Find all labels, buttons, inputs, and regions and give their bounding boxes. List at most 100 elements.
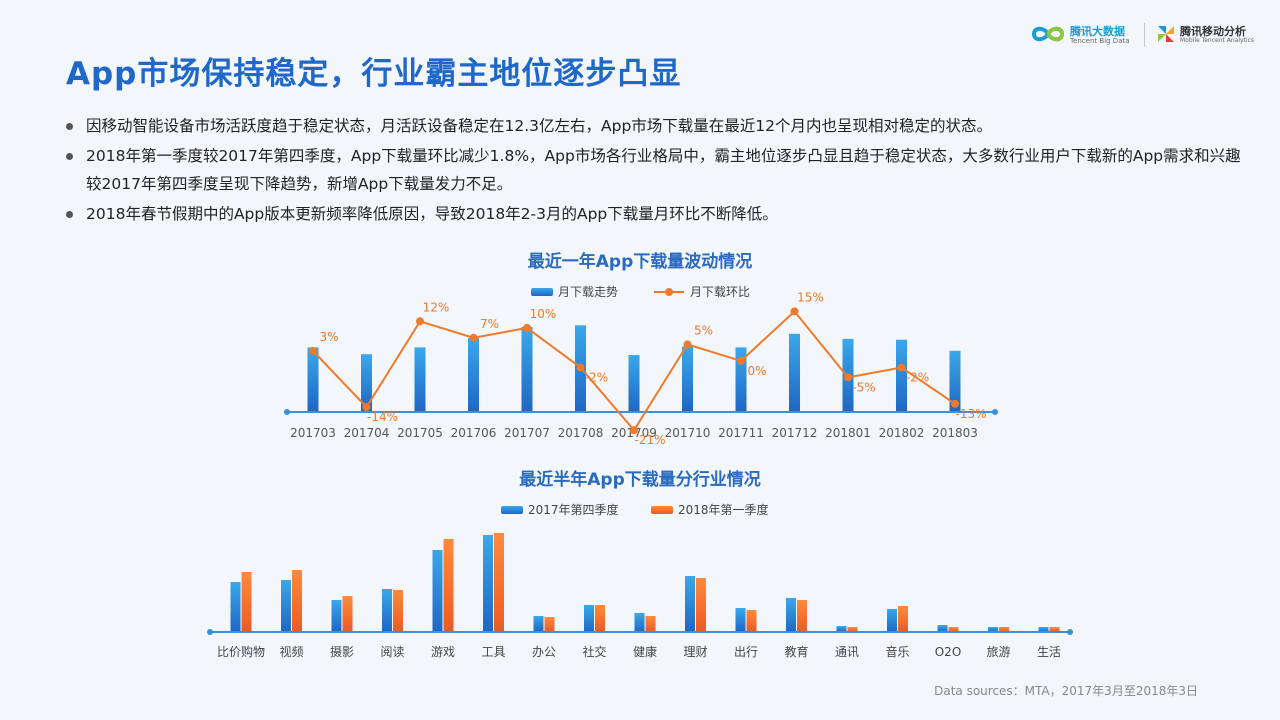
tencent-big-data-logo: 腾讯大数据 Tencent Big Data <box>1030 22 1140 48</box>
chart1-data-label: 5% <box>694 323 713 337</box>
chart2-legend-s2-label: 2018年第一季度 <box>678 502 769 517</box>
chart2-bar-q4-2017 <box>634 613 645 632</box>
chart2-bar-q1-2018 <box>595 605 605 632</box>
bullet-item: 2018年第一季度较2017年第四季度，App下载量环比减少1.8%，App市场… <box>66 142 1246 198</box>
chart1-bar <box>789 333 800 412</box>
chart1-bar <box>682 346 693 412</box>
chart2-bar-q1-2018 <box>342 596 353 632</box>
chart2-x-tick-label: 音乐 <box>885 644 909 659</box>
bullet-text: 因移动智能设备市场活跃度趋于稳定状态，月活跃设备稳定在12.3亿左右，App市场… <box>86 117 993 135</box>
chart1-x-tick-label: 201707 <box>504 426 550 440</box>
chart2-bar-q1-2018 <box>443 539 454 632</box>
chart2-bars <box>230 533 1060 632</box>
chart1-bar <box>521 327 533 412</box>
bullet-text: 2018年第一季度较2017年第四季度，App下载量环比减少1.8%，App市场… <box>86 147 1241 193</box>
bullet-text: 2018年春节假期中的App版本更新频率降低原因，导致2018年2-3月的App… <box>86 205 778 223</box>
logo2-sub: Mobile Tencent Analytics <box>1180 37 1255 44</box>
chart2-bar-q4-2017 <box>533 616 544 632</box>
chart1-data-label: 10% <box>530 307 557 321</box>
chart2-bar-q1-2018 <box>393 590 403 632</box>
chart2-bar-q4-2017 <box>836 626 847 632</box>
chart2-x-tick-label: 旅游 <box>986 645 1010 659</box>
chart2-legend-s1-swatch <box>501 506 523 514</box>
chart1-x-tick-label: 201710 <box>665 426 711 440</box>
chart1-x-tick-label: 201705 <box>397 426 443 440</box>
chart1-line-point <box>897 363 906 372</box>
chart1-line-point <box>576 363 585 372</box>
chart1-legend-bar-swatch <box>531 288 553 296</box>
bullet-item: 2018年春节假期中的App版本更新频率降低原因，导致2018年2-3月的App… <box>66 200 1246 228</box>
chart1-line-point <box>683 340 692 349</box>
chart2-x-tick-label: 社交 <box>582 644 606 659</box>
chart2-x-tick-label: 教育 <box>784 644 808 659</box>
chart1-line-point <box>951 399 959 408</box>
chart1-data-label: -13% <box>955 407 986 421</box>
chart2-bar-q1-2018 <box>797 600 807 632</box>
chart2-bar-q1-2018 <box>1049 627 1060 632</box>
chart1-line-point <box>523 323 531 332</box>
logo-separator <box>1144 23 1145 47</box>
chart1-data-label: -2% <box>906 371 929 385</box>
chart2-bar-q1-2018 <box>696 578 706 632</box>
chart1-bar <box>361 354 372 412</box>
chart2-x-tick-label: 通讯 <box>835 645 859 659</box>
chart2-axis-end-dot <box>1067 629 1073 635</box>
chart1-x-tick-label: 201711 <box>718 426 764 440</box>
chart1-legend-line-dot <box>665 288 673 296</box>
chart1-data-label: -5% <box>852 380 875 394</box>
chart1-legend: 月下载走势 月下载环比 <box>531 285 750 299</box>
chart2-bar-q4-2017 <box>432 550 443 632</box>
chart1-x-tick-label: 201802 <box>879 426 925 440</box>
chart2-bar-q1-2018 <box>544 617 555 632</box>
chart1-x-tick-label: 201706 <box>451 426 497 440</box>
chart2-x-tick-label: O2O <box>935 645 962 659</box>
chart1-legend-line-label: 月下载环比 <box>690 285 750 299</box>
chart1-data-label: 3% <box>319 330 338 344</box>
chart1-x-tick-label: 201803 <box>932 426 978 440</box>
chart2-bar-q1-2018 <box>494 533 504 632</box>
chart2-axis: 比价购物 视频 摄影 阅读 游戏 工具 办公 社交 健康 理财 出行 教育 通讯 音乐 O2O 旅游 生活 <box>207 629 1073 659</box>
chart1-bar <box>414 347 426 412</box>
chart2-x-tick-label: 出行 <box>734 645 758 659</box>
chart1-line-point <box>630 426 638 435</box>
infinity-logo-icon <box>1031 26 1065 42</box>
chart2-x-tick-label: 办公 <box>532 644 556 659</box>
chart2-x-tick-label: 生活 <box>1037 645 1061 659</box>
chart1-data-label: 12% <box>423 300 450 314</box>
page-title: App市场保持稳定，行业霸主地位逐步凸显 <box>66 56 682 92</box>
chart2-bar-q4-2017 <box>331 600 342 632</box>
chart2-bar-q1-2018 <box>898 606 908 632</box>
chart2-bar-q4-2017 <box>584 605 594 632</box>
chart1-axis-end-dot <box>992 409 998 415</box>
chart2-bar-q4-2017 <box>937 625 948 632</box>
pinwheel-logo-icon <box>1158 26 1174 42</box>
chart1-axis: 201703 201704 201705 201706 201707 201708 2017… <box>284 409 998 440</box>
chart2-legend: 2017年第四季度 2018年第一季度 <box>501 502 769 517</box>
chart2-x-tick-label: 理财 <box>683 645 707 659</box>
chart2-bar-q4-2017 <box>735 608 746 632</box>
chart2-bar-q4-2017 <box>483 535 493 632</box>
chart2-bar-q4-2017 <box>988 627 998 632</box>
chart1-legend-bar-label: 月下载走势 <box>558 285 618 299</box>
chart1-line-point <box>737 356 745 365</box>
chart2-axis-end-dot <box>207 629 213 635</box>
chart2-x-tick-label: 比价购物 <box>217 644 265 659</box>
chart2-bar-q1-2018 <box>241 572 252 632</box>
chart2-x-tick-label: 阅读 <box>380 645 404 659</box>
bullet-item: 因移动智能设备市场活跃度趋于稳定状态，月活跃设备稳定在12.3亿左右，App市场… <box>66 112 1246 140</box>
logos: 腾讯大数据 Tencent Big Data 腾讯移动分析 Mobile Ten… <box>1030 20 1266 50</box>
chart1-labels: 3% -14% 12% 7% 10% -2% -21% 5% 0% 15% -5% -2% -13% <box>319 290 986 447</box>
chart1-data-label: 15% <box>797 290 824 304</box>
logo1-name: 腾讯大数据 <box>1070 25 1125 38</box>
chart2-x-tick-label: 视频 <box>279 644 303 659</box>
chart1-data-label: -21% <box>634 433 665 447</box>
chart1-line-point <box>309 347 317 355</box>
chart2-bar-q4-2017 <box>1038 627 1049 632</box>
chart1-axis-end-dot <box>284 409 290 415</box>
chart1-bar <box>896 339 907 412</box>
chart1-line-point <box>362 403 371 412</box>
chart2-x-tick-label: 游戏 <box>431 645 455 659</box>
chart1-line <box>309 307 959 435</box>
chart2-bar-q1-2018 <box>847 627 858 632</box>
chart1-bar <box>735 347 747 412</box>
